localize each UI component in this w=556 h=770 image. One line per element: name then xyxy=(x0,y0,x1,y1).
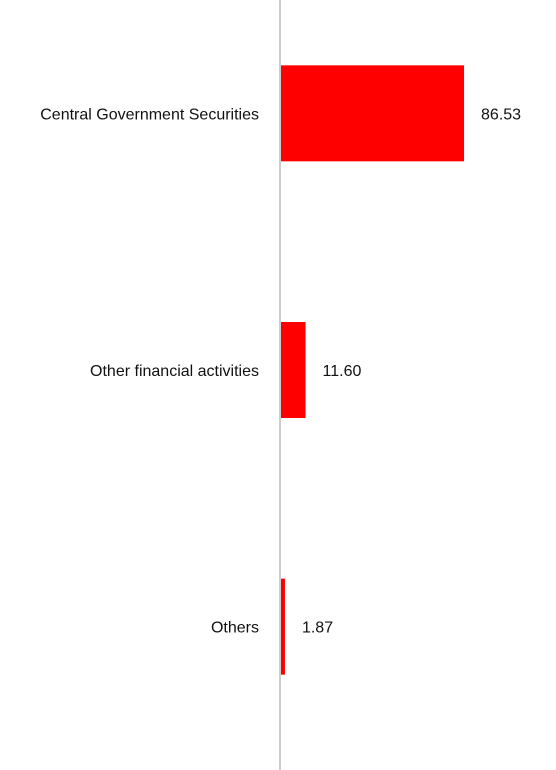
category-label-1: Other financial activities xyxy=(90,363,259,380)
bar-0 xyxy=(281,65,465,162)
category-labels-group: Central Government Securities Other finan… xyxy=(40,106,259,636)
bar-1 xyxy=(281,322,306,418)
category-label-0: Central Government Securities xyxy=(40,106,259,123)
value-label-0: 86.53 xyxy=(481,106,521,123)
category-label-2: Others xyxy=(211,620,259,637)
value-label-1: 11.60 xyxy=(323,363,362,380)
bars-group xyxy=(281,65,465,675)
value-labels-group: 86.53 11.60 1.87 xyxy=(302,106,521,636)
value-label-2: 1.87 xyxy=(302,620,333,637)
bar-2 xyxy=(281,578,285,675)
